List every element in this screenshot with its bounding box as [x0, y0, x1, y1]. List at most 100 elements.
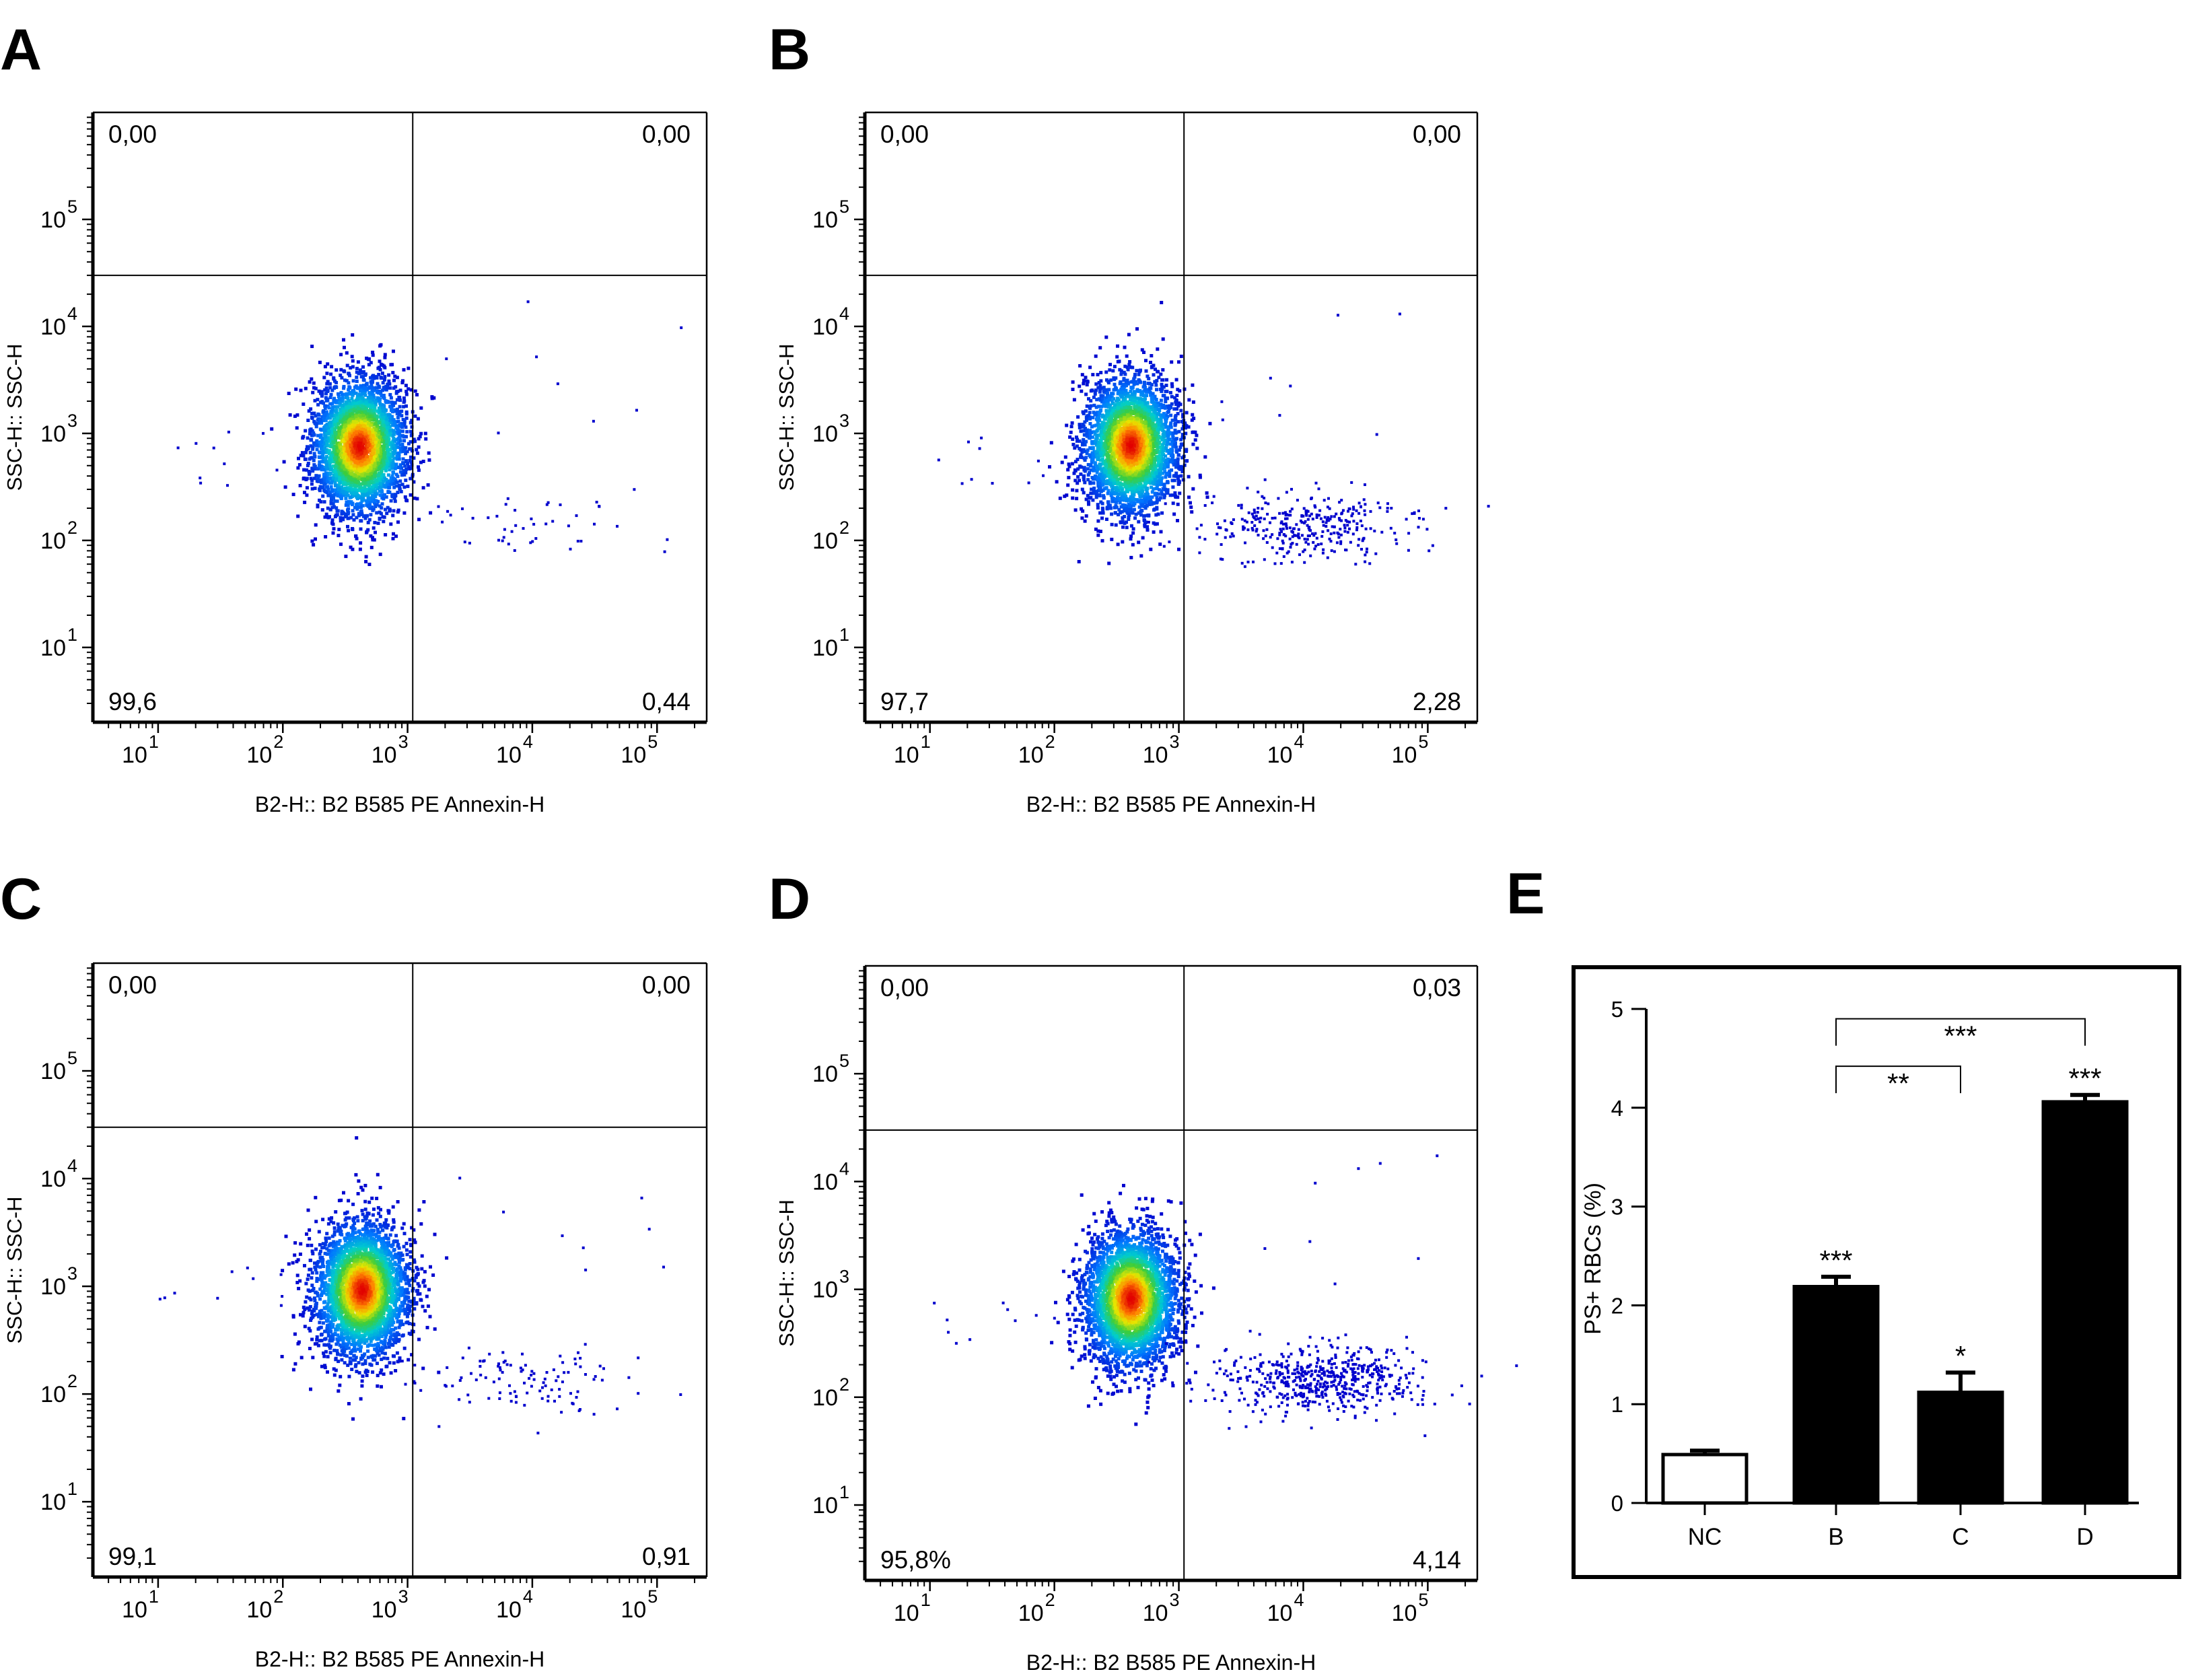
- event-dot: [342, 338, 345, 342]
- event-dot: [330, 427, 334, 431]
- event-dot: [309, 427, 313, 431]
- event-dot: [392, 400, 396, 405]
- event-dot: [1114, 523, 1118, 527]
- event-dot: [322, 500, 326, 504]
- panel-letter-a: A: [0, 18, 42, 82]
- event-dot: [374, 440, 378, 444]
- event-dot: [383, 365, 387, 370]
- event-dot: [339, 495, 343, 499]
- event-dot: [396, 520, 400, 524]
- quadrant-ll-a: 99,6: [108, 688, 157, 715]
- event-dot: [376, 456, 380, 460]
- event-dot: [402, 439, 407, 443]
- event-dot: [329, 468, 332, 472]
- event-dot: [296, 466, 300, 470]
- event-dot: [391, 440, 395, 444]
- event-dot: [407, 442, 411, 446]
- event-dot: [320, 415, 324, 419]
- event-dot: [1096, 373, 1100, 377]
- event-dot: [1179, 354, 1183, 358]
- event-dot: [497, 431, 500, 435]
- event-dot: [361, 427, 365, 431]
- event-dot: [376, 521, 380, 525]
- event-dot: [340, 510, 344, 514]
- panel-letter-d: D: [769, 867, 810, 932]
- event-dot: [297, 463, 302, 466]
- event-dot: [386, 473, 390, 477]
- event-dot: [507, 542, 510, 546]
- event-dot: [402, 399, 407, 403]
- event-dot: [326, 380, 330, 384]
- event-dot: [345, 491, 349, 495]
- event-dot: [333, 515, 337, 518]
- y-tick-label: 10: [40, 528, 66, 554]
- event-dot: [310, 433, 314, 438]
- event-dot: [361, 405, 365, 409]
- event-dot: [394, 391, 398, 395]
- event-dot: [348, 501, 352, 505]
- event-dot: [350, 355, 354, 359]
- event-dot: [314, 523, 318, 527]
- event-dot: [404, 392, 409, 396]
- event-dot: [320, 394, 324, 398]
- event-dot: [324, 455, 328, 458]
- event-dot: [359, 501, 363, 505]
- event-dot: [339, 390, 343, 394]
- event-dot: [1176, 502, 1180, 506]
- event-dot: [374, 491, 378, 495]
- event-dot: [343, 481, 347, 485]
- event-dot: [312, 411, 316, 415]
- event-dot: [328, 439, 332, 443]
- event-dot: [304, 478, 308, 481]
- event-dot: [366, 520, 370, 524]
- event-dot: [374, 427, 378, 431]
- event-dot: [324, 396, 328, 400]
- event-dot: [376, 499, 380, 503]
- event-dot: [1071, 380, 1075, 384]
- event-dot: [318, 464, 322, 468]
- event-dot: [367, 468, 371, 473]
- event-dot: [409, 455, 413, 459]
- event-dot: [355, 454, 359, 458]
- event-dot: [405, 450, 409, 454]
- event-dot: [363, 461, 367, 465]
- event-dot: [367, 444, 371, 447]
- event-dot: [347, 392, 351, 396]
- event-dot: [397, 451, 401, 455]
- event-dot: [369, 513, 373, 517]
- y-tick-label: 10: [40, 421, 66, 447]
- event-dot: [382, 515, 386, 519]
- event-dot: [338, 400, 342, 405]
- event-dot: [363, 393, 367, 397]
- event-dot: [330, 479, 334, 483]
- event-dot: [382, 520, 386, 524]
- event-dot: [309, 407, 313, 411]
- event-dot: [353, 491, 357, 495]
- event-dot: [385, 425, 389, 429]
- event-dot: [1118, 382, 1122, 386]
- event-dot: [304, 386, 308, 390]
- event-dot: [415, 451, 419, 455]
- event-dot: [404, 384, 408, 388]
- event-dot: [385, 435, 389, 440]
- event-dot: [324, 512, 328, 516]
- event-dot: [306, 464, 310, 468]
- event-dot: [616, 524, 619, 528]
- event-dot: [351, 333, 355, 337]
- event-dot: [312, 386, 316, 390]
- event-dot: [351, 359, 355, 363]
- event-dot: [1170, 360, 1174, 364]
- event-dot: [365, 382, 368, 386]
- event-dot: [363, 403, 367, 407]
- event-dot: [299, 454, 303, 458]
- event-dot: [302, 435, 306, 439]
- event-dot: [430, 395, 434, 399]
- event-dot: [359, 541, 363, 545]
- event-dot: [345, 408, 349, 412]
- event-dot: [330, 498, 333, 502]
- event-dot: [575, 514, 578, 518]
- event-dot: [343, 422, 347, 426]
- event-dot: [310, 429, 314, 433]
- x-tick-exponent: 5: [647, 732, 658, 752]
- event-dot: [327, 452, 331, 456]
